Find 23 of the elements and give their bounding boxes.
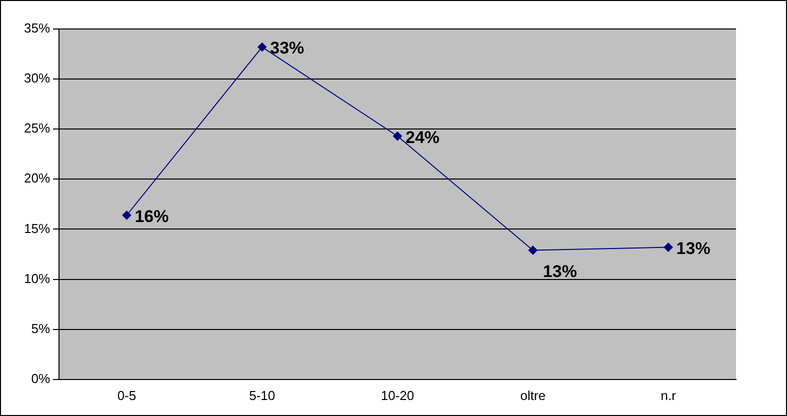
x-tick-label: 10-20 <box>380 388 414 403</box>
y-tick-label: 15% <box>24 220 50 236</box>
y-tick-label: 20% <box>24 170 50 186</box>
point <box>664 242 673 252</box>
y-tick-label: 0% <box>31 370 50 386</box>
data-label: 33% <box>270 38 304 58</box>
x-tick-label: 5-10 <box>249 388 276 403</box>
point <box>528 246 538 255</box>
data-label: 13% <box>542 262 577 281</box>
x-tick-label: 0-5 <box>117 388 136 403</box>
y-tick-label: 5% <box>31 320 50 336</box>
x-tick-label: n.r <box>660 388 677 403</box>
y-tick-label: 30% <box>24 70 50 86</box>
point <box>122 210 132 220</box>
y-tick-label: 10% <box>24 270 50 286</box>
y-tick-label: 35% <box>24 20 50 36</box>
data-label: 24% <box>406 128 440 147</box>
y-tick-label: 25% <box>24 120 50 136</box>
data-label: 13% <box>676 238 710 258</box>
point <box>258 42 267 52</box>
x-tick-label: oltre <box>520 388 546 403</box>
data-label: 16% <box>134 206 169 226</box>
point <box>393 132 402 141</box>
